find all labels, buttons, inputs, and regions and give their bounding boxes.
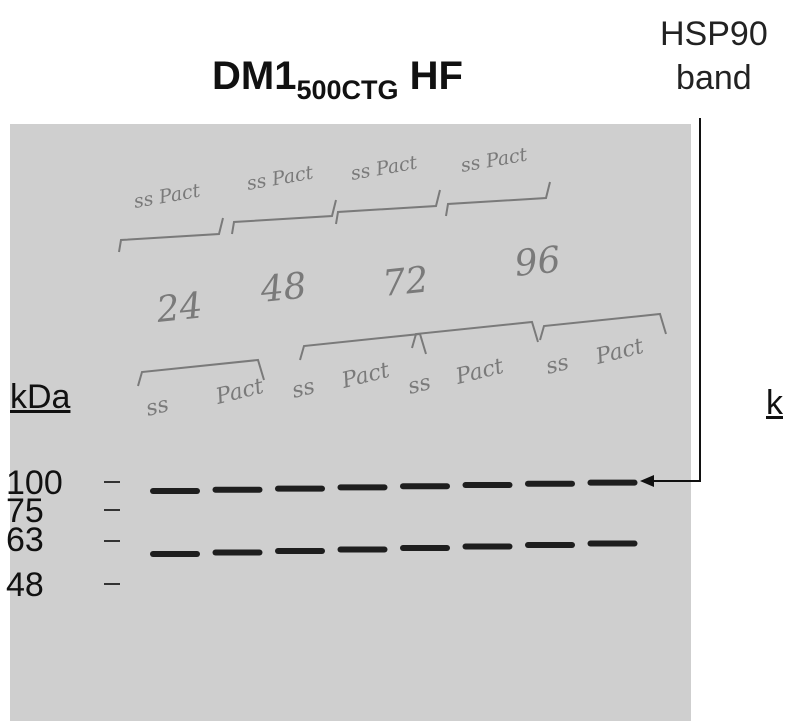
band-lower <box>462 543 513 550</box>
handwritten-lane-label: ss <box>143 392 171 422</box>
band-upper <box>150 488 200 494</box>
band-upper <box>525 480 575 487</box>
handwritten-bracket <box>231 199 337 235</box>
band-upper <box>462 482 513 488</box>
band-upper <box>212 486 263 493</box>
band-lower <box>337 546 388 553</box>
marker-tick-63 <box>104 540 120 542</box>
band-lower <box>150 551 200 557</box>
handwritten-top-label: ss Pact <box>132 180 202 213</box>
handwritten-lane-bracket <box>299 332 427 361</box>
annotation-arrow-line <box>650 118 701 482</box>
handwritten-lane-label: Pact <box>452 354 506 390</box>
handwritten-bracket <box>118 217 224 253</box>
handwritten-lane-bracket <box>539 312 667 341</box>
handwritten-bracket <box>335 189 441 225</box>
blot-membrane <box>10 124 691 721</box>
marker-tick-75 <box>104 509 120 511</box>
band-upper <box>400 483 450 490</box>
annotation-line-1: HSP90 <box>660 15 768 53</box>
handwritten-timepoint: 72 <box>381 259 431 305</box>
handwritten-lane-label: Pact <box>592 334 646 370</box>
band-upper <box>275 485 325 492</box>
handwritten-timepoint: 48 <box>258 265 309 311</box>
handwritten-lane-bracket <box>137 358 265 387</box>
handwritten-timepoint: 24 <box>154 285 205 331</box>
band-annotation: HSP90 band <box>660 12 768 100</box>
marker-63: 63 <box>6 521 44 559</box>
handwritten-lane-label: ss <box>405 370 433 400</box>
annotation-line-2: band <box>676 59 752 97</box>
marker-100: 100 <box>6 464 63 502</box>
band-upper <box>337 484 388 491</box>
kda-label: kDa <box>10 378 71 416</box>
band-lower <box>275 548 325 554</box>
handwritten-top-label: ss Pact <box>245 162 315 195</box>
marker-48: 48 <box>6 566 44 604</box>
kda-label-right-fragment: k <box>766 384 783 422</box>
annotation-arrowhead <box>640 475 654 487</box>
handwritten-lane-label: Pact <box>212 374 266 410</box>
band-lower <box>400 545 450 551</box>
handwritten-top-label: ss Pact <box>349 152 419 185</box>
handwritten-timepoint: 96 <box>513 239 563 285</box>
marker-tick-48 <box>104 583 120 585</box>
band-upper <box>587 479 638 486</box>
handwritten-top-label: ss Pact <box>459 144 529 177</box>
handwritten-lane-label: ss <box>543 350 571 380</box>
band-lower <box>525 542 575 548</box>
handwritten-lane-bracket <box>411 320 539 349</box>
band-lower <box>212 549 263 556</box>
protein-bands <box>150 479 638 557</box>
marker-tick-100 <box>104 481 120 483</box>
blot-title: DM1500CTG HF <box>212 54 463 105</box>
handwritten-bracket <box>445 181 551 217</box>
marker-75: 75 <box>6 492 44 530</box>
band-lower <box>587 540 638 547</box>
handwritten-lane-label: ss <box>289 374 317 404</box>
handwritten-lane-label: Pact <box>338 358 392 394</box>
